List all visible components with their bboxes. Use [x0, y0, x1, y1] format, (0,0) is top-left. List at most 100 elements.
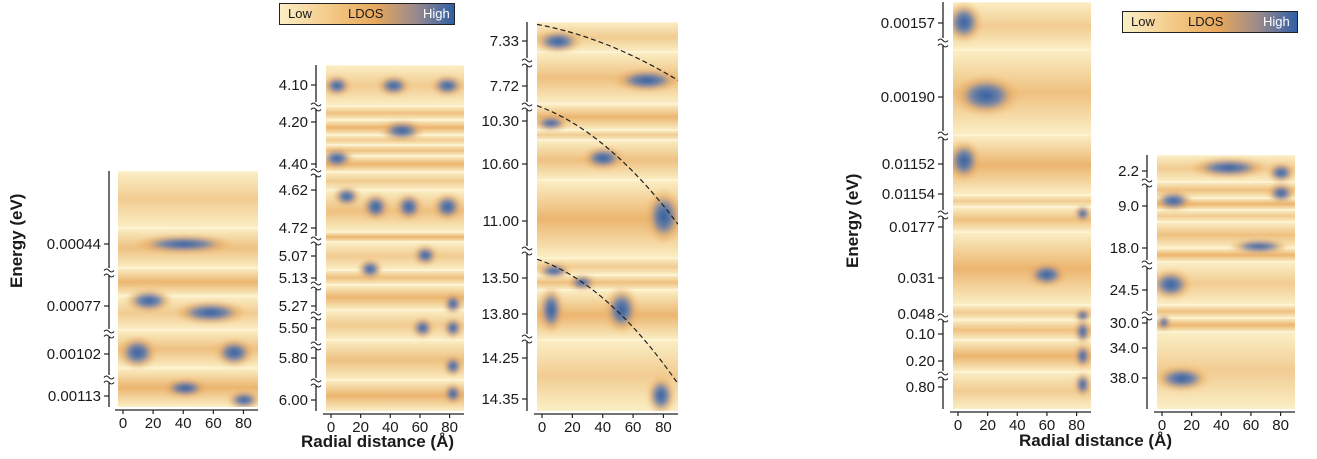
x-tick-label: 80	[655, 419, 672, 436]
y-tick-label: 5.50	[279, 320, 308, 337]
y-tick-label: 5.13	[279, 270, 308, 287]
x-tick-label: 20	[1183, 417, 1200, 434]
x-tick-label: 20	[564, 419, 581, 436]
ldos-hotspot	[1074, 372, 1091, 397]
axis-break-mark	[310, 236, 322, 241]
ldos-hotspot	[1074, 205, 1091, 222]
y-tick-label: 13.80	[481, 306, 519, 323]
heatmap-band	[1157, 182, 1295, 198]
axis-break-mark	[521, 251, 533, 256]
heatmap-band	[326, 156, 464, 172]
axis-break-mark	[310, 311, 322, 316]
y-tick-label: 0.01154	[882, 186, 935, 203]
colorbar-legend-right: Low LDOS High	[1122, 11, 1298, 33]
axis-break-mark	[103, 375, 115, 380]
y-tick-label: 9.0	[1118, 198, 1139, 215]
ldos-hotspot	[214, 338, 254, 367]
y-tick-label: 10.60	[481, 156, 519, 173]
axis-break	[311, 378, 321, 386]
ldos-hotspot	[537, 263, 571, 279]
ldos-hotspot	[1157, 269, 1192, 300]
y-tick-label: 0.00190	[881, 89, 935, 106]
heatmap-band	[953, 305, 1091, 320]
heatmap-band	[326, 106, 464, 120]
heatmap-band	[537, 258, 678, 275]
heatmap-band	[326, 270, 464, 285]
axis-break-mark	[521, 334, 533, 339]
heatmap-band	[326, 145, 464, 156]
y-tick-label: 38.0	[1110, 370, 1139, 387]
ldos-hotspot	[162, 378, 208, 398]
axis-break	[522, 102, 532, 110]
legend-low-label: Low	[288, 6, 312, 21]
ldos-hotspot	[377, 75, 411, 97]
axis-break	[104, 375, 114, 383]
heatmap-band	[537, 130, 678, 140]
ldos-hotspot	[953, 2, 982, 43]
axis-break-mark	[521, 102, 533, 107]
y-tick-label: 0.0177	[889, 219, 935, 236]
legend-mid-label: LDOS	[1188, 14, 1224, 29]
axis-break-mark	[521, 63, 533, 68]
x-tick-label: 60	[1243, 417, 1260, 434]
x-tick-label: 80	[235, 415, 252, 432]
y-tick-label: 0.01152	[882, 156, 935, 173]
heatmap-band	[326, 172, 464, 190]
ldos-hotspot	[332, 186, 361, 207]
axis-break-mark	[937, 215, 949, 220]
axis-break-mark	[1141, 178, 1153, 183]
axis-break	[938, 371, 948, 379]
y-tick-label: 5.80	[279, 350, 308, 367]
axis-break-mark	[103, 380, 115, 385]
axis-break-mark	[937, 136, 949, 141]
ldos-hotspot	[1157, 315, 1171, 331]
heatmap-band	[1157, 210, 1295, 222]
ldos-hotspot	[443, 383, 463, 405]
axis-break-mark	[310, 241, 322, 246]
ldos-hotspot	[1267, 182, 1295, 204]
legend-low-label: Low	[1131, 14, 1155, 29]
x-tick-label: 60	[412, 419, 429, 436]
y-tick-label: 2.2	[1118, 163, 1139, 180]
legend-high-label: High	[423, 6, 450, 21]
y-tick-label: 0.10	[906, 326, 935, 343]
x-tick-label: 0	[327, 419, 335, 436]
y-tick-label: 7.72	[490, 78, 519, 95]
ldos-hotspot	[1074, 308, 1091, 323]
x-tick-label: 40	[382, 419, 399, 436]
colorbar-legend-left: Low LDOS High	[279, 3, 455, 25]
y-tick-label: 4.20	[279, 114, 308, 131]
ldos-hotspot	[537, 29, 583, 54]
heatmap-band	[953, 372, 1091, 409]
y-tick-label: 0.00113	[48, 388, 101, 405]
y-tick-label: 4.62	[279, 182, 308, 199]
axis-break	[938, 210, 948, 218]
y-tick-label: 0.031	[897, 270, 935, 287]
x-tick-label: 80	[441, 419, 458, 436]
heatmap-band	[953, 320, 1091, 340]
axis-break-mark	[310, 102, 322, 107]
y-axis-label-left: Energy (eV)	[7, 193, 26, 288]
ldos-hotspot	[1157, 365, 1210, 392]
axis-break	[522, 246, 532, 254]
y-tick-label: 4.40	[279, 156, 308, 173]
y-tick-label: 34.0	[1110, 340, 1139, 357]
y-tick-label: 14.35	[481, 391, 519, 408]
heatmap-band	[118, 171, 258, 228]
dispersion-curve	[537, 105, 678, 225]
x-tick-label: 80	[1272, 417, 1289, 434]
axis-break	[311, 311, 321, 319]
axis-break	[311, 281, 321, 289]
y-tick-label: 6.00	[279, 392, 308, 409]
axis-break-mark	[103, 273, 115, 278]
y-axis-label-right: Energy (eV)	[843, 173, 862, 268]
ldos-hotspot	[395, 193, 423, 221]
axis-break-mark	[310, 173, 322, 178]
y-tick-label: 0.00102	[47, 346, 101, 363]
axis-break-mark	[1141, 260, 1153, 265]
y-tick-label: 4.10	[279, 77, 308, 94]
ldos-hotspot	[411, 317, 434, 339]
axis-break-mark	[1141, 311, 1153, 316]
heatmap-band	[326, 232, 464, 242]
ldos-hotspot	[1267, 162, 1295, 183]
